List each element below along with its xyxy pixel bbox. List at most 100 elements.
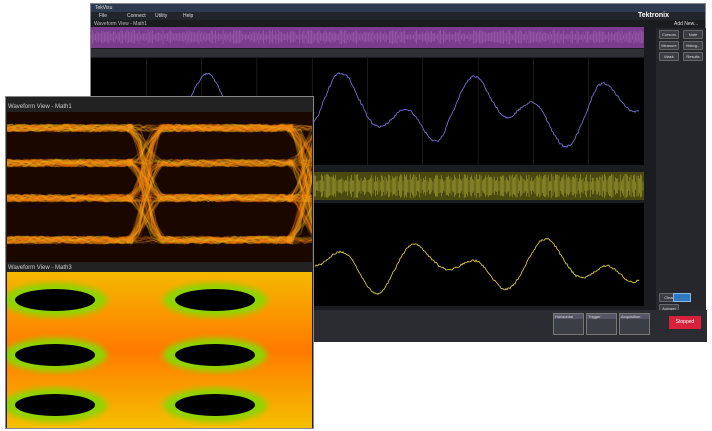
sidebar-button[interactable]: Results Table — [683, 52, 703, 61]
eye-trace — [7, 123, 312, 245]
heatmap-eyes — [7, 283, 267, 422]
eye-trace — [7, 158, 312, 245]
eye-opening — [15, 289, 95, 311]
eye-trace — [7, 123, 312, 245]
eye-trace — [7, 158, 312, 203]
eye-trace — [7, 123, 312, 202]
eye-trace — [7, 122, 312, 244]
eye-trace — [7, 123, 312, 245]
eye-trace — [7, 158, 312, 213]
eye-bg — [7, 112, 312, 262]
eye-trace — [7, 123, 312, 245]
eye-trace — [7, 165, 312, 245]
math3-waveform — [314, 237, 640, 295]
zoom-toolbar — [91, 49, 644, 57]
status-badge[interactable]: Acquisition — [619, 313, 650, 335]
eye-trace — [7, 124, 312, 168]
eye-trace — [7, 135, 312, 203]
app-title[interactable]: TekVisu — [95, 5, 113, 11]
eye-traces — [7, 122, 312, 247]
eye-trace — [7, 154, 312, 245]
eye-trace — [7, 122, 312, 184]
eye-trace — [7, 158, 312, 230]
add-new[interactable]: Add New... — [674, 21, 699, 27]
eye-trace — [7, 124, 312, 231]
eye-trace — [7, 194, 312, 245]
eye-trace — [7, 158, 312, 245]
eye-trace — [7, 123, 312, 245]
eye-trace — [7, 158, 312, 245]
eye-trace — [7, 146, 312, 243]
touch-button[interactable] — [673, 293, 691, 302]
status-badge[interactable]: Trigger — [586, 313, 617, 335]
eye-trace — [7, 123, 312, 227]
eye-trace — [7, 193, 312, 203]
eye-trace — [7, 123, 312, 245]
menu-item[interactable]: Utility — [155, 13, 168, 19]
eye-trace — [7, 159, 312, 203]
eye-trace — [7, 123, 312, 245]
eye-trace — [7, 158, 312, 203]
eye-trace — [7, 159, 312, 245]
eye-trace — [7, 123, 312, 245]
sidebar-button[interactable]: Measure — [659, 41, 679, 50]
eye-trace — [7, 123, 312, 203]
eye-trace — [7, 171, 312, 245]
eye-trace — [7, 123, 312, 224]
run-button[interactable]: Stopped — [669, 316, 701, 329]
eye-trace — [7, 194, 312, 245]
eye-trace — [7, 159, 312, 203]
status-badge[interactable]: Horizontal — [553, 313, 584, 335]
eye-trace — [7, 193, 312, 243]
menu-item[interactable]: Connect — [127, 13, 146, 19]
menu-item[interactable]: Help — [183, 13, 194, 19]
sidebar-button[interactable]: Note — [683, 30, 703, 39]
eye-trace — [7, 193, 312, 244]
eye-trace — [7, 179, 312, 245]
eye-trace — [7, 158, 312, 203]
eye-trace — [7, 158, 312, 234]
eye-trace — [7, 125, 312, 203]
eye-trace — [7, 235, 312, 245]
menu-bar: Tektronix File Connect Utility Help — [91, 12, 705, 20]
sidebar-button[interactable]: Histog... — [683, 41, 703, 50]
eye-trace — [7, 158, 312, 231]
eye-trace — [7, 193, 312, 245]
eye-trace — [7, 175, 312, 245]
eye-trace — [7, 159, 312, 203]
eye-trace — [7, 123, 312, 225]
eye-trace — [7, 159, 312, 245]
eye-trace — [7, 137, 312, 204]
eye-trace — [7, 123, 312, 206]
eye-trace — [7, 141, 312, 245]
eye-trace — [7, 193, 312, 245]
eye-trace — [7, 178, 312, 245]
eye-trace — [7, 158, 312, 245]
badge-title: Acquisition — [620, 314, 649, 319]
eye-trace — [7, 158, 312, 203]
eye-trace — [7, 124, 312, 168]
eye-trace — [7, 124, 312, 244]
eye-trace — [7, 124, 312, 203]
eye-trace — [7, 159, 312, 245]
eye-trace — [7, 122, 312, 203]
eye-trace — [7, 123, 312, 168]
eye-trace — [7, 125, 312, 168]
eye-trace — [7, 124, 312, 245]
eye-trace — [7, 136, 312, 203]
eye-trace — [7, 158, 312, 245]
eye-trace — [7, 123, 312, 178]
sidebar-button[interactable]: Mask — [659, 52, 679, 61]
eye-trace — [7, 123, 312, 245]
sidebar-button[interactable]: Cursors — [659, 30, 679, 39]
menu-item[interactable]: File — [99, 13, 108, 19]
eye-trace — [7, 122, 312, 245]
eye-trace — [7, 123, 312, 208]
eye-trace — [7, 160, 312, 203]
eye-trace — [7, 123, 312, 235]
eye-trace — [7, 123, 312, 245]
eye-trace — [7, 123, 312, 202]
eye-trace — [7, 123, 312, 203]
